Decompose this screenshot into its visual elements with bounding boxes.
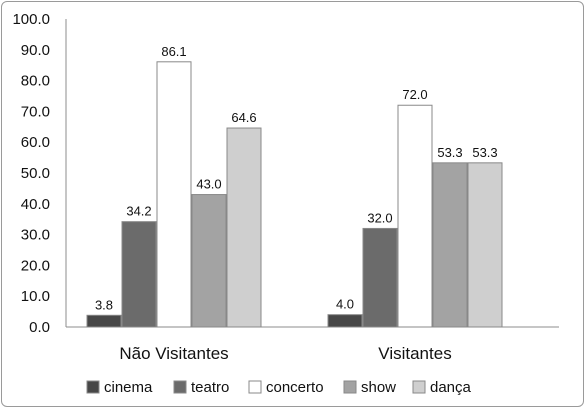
bar-concerto-visitantes [397,104,433,328]
legend-label: dança [430,379,472,396]
bar-cinema-visitantes [327,314,363,328]
legend-label: concerto [266,379,324,396]
y-tick-label: 0.0 [29,319,50,336]
y-tick-label: 80.0 [21,73,50,90]
legend: cinema teatro concerto show dança [86,379,472,396]
category-label: Visitantes [378,344,451,363]
bars [86,61,503,328]
bar-teatro-visitantes [362,227,398,328]
legend-label: teatro [191,379,229,396]
data-label: 3.8 [95,297,113,312]
data-label: 53.3 [437,145,462,160]
data-label: 4.0 [336,297,354,312]
bar-concerto-nao-visitantes [156,61,192,328]
legend-swatch-cinema [86,380,100,394]
y-tick-label: 40.0 [21,196,50,213]
legend-label: show [361,379,396,396]
y-tick-label: 10.0 [21,288,50,305]
data-label: 64.6 [231,110,256,125]
y-tick-label: 60.0 [21,134,50,151]
y-tick-label: 100.0 [12,11,50,28]
legend-swatch-teatro [173,380,187,394]
legend-swatch-show [343,380,357,394]
y-tick-label: 70.0 [21,103,50,120]
bar-dança-visitantes [467,162,503,328]
y-tick-label: 20.0 [21,257,50,274]
category-label: Não Visitantes [119,344,228,363]
bar-show-visitantes [432,162,468,328]
bar-show-nao-visitantes [191,194,227,328]
y-tick-label: 30.0 [21,227,50,244]
bar-teatro-nao-visitantes [121,221,157,328]
bar-dança-nao-visitantes [226,127,262,328]
legend-swatch-concerto [248,380,262,394]
y-axis: 0.0 10.0 20.0 30.0 40.0 50.0 60.0 70.0 80.0 90.0 1… [12,11,559,336]
data-label: 86.1 [161,44,186,59]
data-label: 53.3 [472,145,497,160]
data-label: 43.0 [196,177,221,192]
data-label: 32.0 [367,210,392,225]
bar-cinema-nao-visitantes [86,314,122,328]
y-tick-label: 90.0 [21,42,50,59]
category-labels: Não Visitantes Visitantes [119,344,451,363]
legend-swatch-dança [412,380,426,394]
y-tick-label: 50.0 [21,165,50,182]
data-labels: 3.8 34.2 86.1 43.0 64.6 4.0 32.0 72.0 53.3 53.3 [95,44,498,312]
legend-label: cinema [104,379,153,396]
data-label: 34.2 [126,204,151,219]
data-label: 72.0 [402,87,427,102]
